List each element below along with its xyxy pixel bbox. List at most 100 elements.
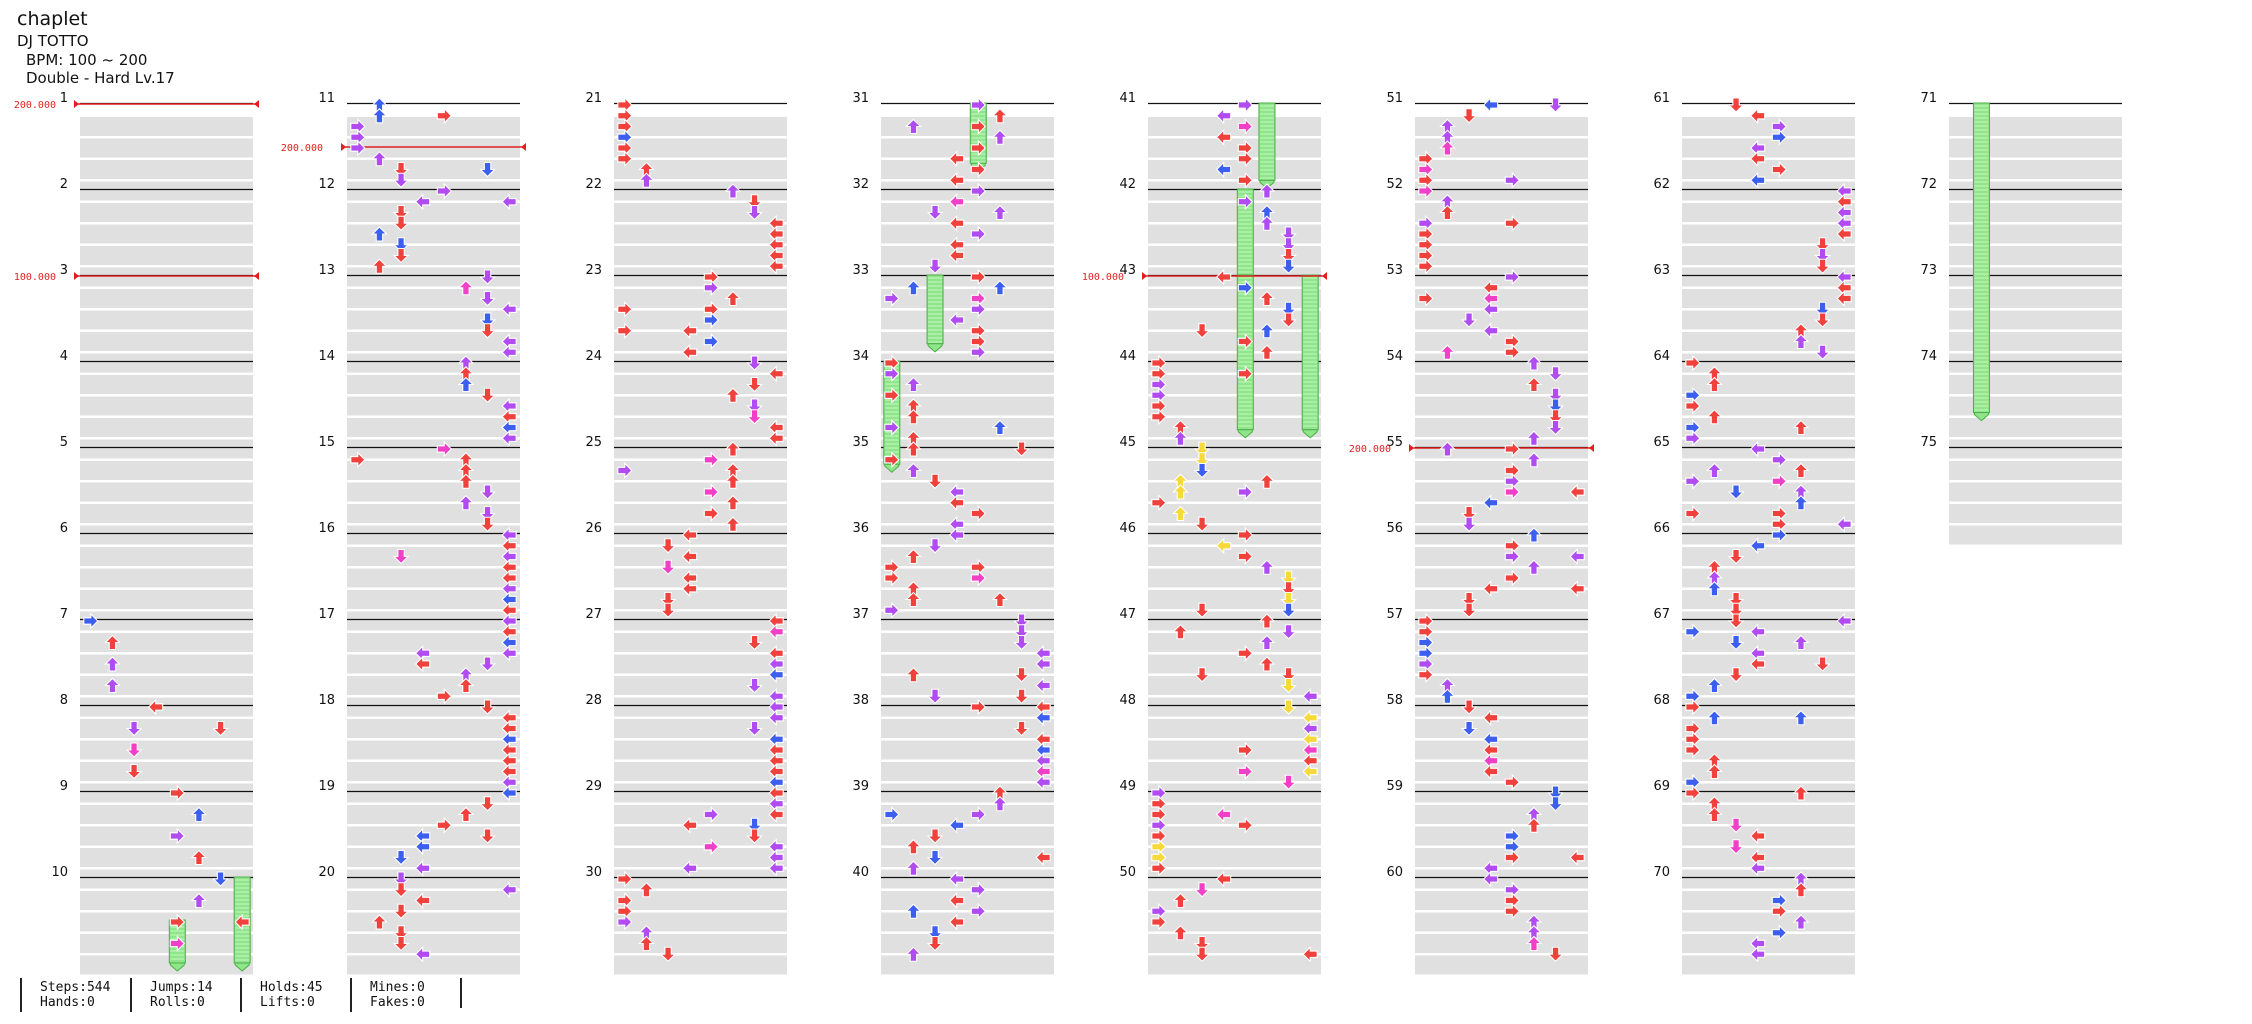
- measure-stripe: [614, 891, 787, 910]
- measure-stripe: [80, 869, 253, 889]
- measure-stripe: [614, 826, 787, 846]
- measure-stripe: [881, 633, 1054, 652]
- measure-stripe: [1682, 955, 1855, 975]
- measure-stripe: [1148, 568, 1321, 588]
- measure-stripe: [1949, 310, 2122, 330]
- stat-group-mines: Mines:0 Fakes:0: [350, 978, 460, 1012]
- measure-stripe: [1682, 246, 1855, 265]
- measure-stripe: [347, 482, 520, 502]
- measure-stripe: [881, 224, 1054, 244]
- measure-stripe: [1682, 676, 1855, 695]
- measure-number: 20: [318, 865, 335, 880]
- difficulty-label: Double - Hard Lv.17: [26, 69, 175, 88]
- measure-stripe: [614, 912, 787, 932]
- measure-number: 7: [60, 607, 68, 622]
- measure-stripe: [80, 353, 253, 373]
- measure-stripe: [881, 461, 1054, 480]
- measure-stripe: [1415, 375, 1588, 394]
- measure-stripe: [347, 310, 520, 330]
- measure-stripe: [1949, 181, 2122, 201]
- measure-stripe: [1415, 117, 1588, 136]
- measure-stripe: [1682, 310, 1855, 330]
- measure-stripe: [1682, 547, 1855, 566]
- rolls-count: Rolls:0: [150, 995, 205, 1010]
- bpm-change-label: 100.000: [14, 272, 56, 283]
- measure-stripe: [881, 117, 1054, 136]
- measure-stripe: [1148, 762, 1321, 781]
- measure-stripe: [614, 375, 787, 394]
- measure-number: 58: [1386, 693, 1403, 708]
- measure-stripe: [80, 719, 253, 738]
- measure-stripe: [1949, 418, 2122, 437]
- measure-stripe: [614, 267, 787, 287]
- measure-stripe: [881, 439, 1054, 459]
- measure-stripe: [1148, 547, 1321, 566]
- measure-stripe: [1949, 267, 2122, 287]
- bpm-change-label: 100.000: [1082, 272, 1124, 283]
- measure-stripe: [881, 160, 1054, 179]
- measure-stripe: [1148, 697, 1321, 717]
- measure-stripe: [80, 310, 253, 330]
- measure-stripe: [347, 418, 520, 437]
- measure-stripe: [1148, 676, 1321, 695]
- bpm-marker-left: [341, 143, 346, 151]
- measure-stripe: [1949, 332, 2122, 351]
- measure-number: 65: [1653, 435, 1670, 450]
- measure-stripe: [1148, 117, 1321, 136]
- measure-stripe: [80, 762, 253, 781]
- measure-stripe: [881, 547, 1054, 566]
- stats-divider: [460, 978, 462, 1008]
- measure-stripe: [347, 246, 520, 265]
- measure-stripe: [1949, 353, 2122, 373]
- measure-stripe: [1148, 289, 1321, 308]
- measure-stripe: [347, 633, 520, 652]
- measure-number: 75: [1920, 435, 1937, 450]
- measure-stripe: [347, 590, 520, 609]
- measure-stripe: [1682, 504, 1855, 523]
- measure-stripe: [1148, 611, 1321, 631]
- measure-stripe: [614, 848, 787, 867]
- measure-stripe: [1148, 590, 1321, 609]
- measure-stripe: [881, 805, 1054, 824]
- measure-number: 4: [60, 349, 68, 364]
- measure-stripe: [347, 955, 520, 975]
- steps-count: Steps:544: [40, 980, 111, 995]
- measure-stripe: [347, 805, 520, 824]
- measure-stripe: [1415, 418, 1588, 437]
- measure-stripe: [347, 676, 520, 695]
- step-arrow: [1728, 97, 1744, 113]
- measure-stripe: [347, 783, 520, 803]
- measure-stripe: [614, 805, 787, 824]
- measure-stripe: [1949, 289, 2122, 308]
- bpm-marker-right: [254, 100, 259, 108]
- measure-stripe: [1415, 547, 1588, 566]
- measure-stripe: [347, 654, 520, 674]
- measure-stripe: [1949, 203, 2122, 222]
- measure-stripe: [1415, 783, 1588, 803]
- measure-stripe: [80, 160, 253, 179]
- measure-stripe: [1682, 332, 1855, 351]
- measure-stripe: [1682, 590, 1855, 609]
- measure-stripe: [1949, 396, 2122, 416]
- measure-stripe: [1415, 611, 1588, 631]
- measure-stripe: [614, 676, 787, 695]
- measure-stripe: [1148, 267, 1321, 287]
- holds-count: Holds:45: [260, 980, 323, 995]
- measure-number: 49: [1119, 779, 1136, 794]
- measure-stripe: [80, 611, 253, 631]
- measure-stripe: [614, 224, 787, 244]
- measure-number: 51: [1386, 91, 1403, 106]
- measure-stripe: [1682, 654, 1855, 674]
- measure-stripe: [881, 310, 1054, 330]
- measure-stripe: [347, 525, 520, 545]
- measure-number: 54: [1386, 349, 1403, 364]
- measure-stripe: [1415, 482, 1588, 502]
- measure-number: 19: [318, 779, 335, 794]
- measure-stripe: [881, 353, 1054, 373]
- measure-number: 24: [585, 349, 602, 364]
- measure-number: 2: [60, 177, 68, 192]
- measure-stripe: [1415, 676, 1588, 695]
- measure-number: 61: [1653, 91, 1670, 106]
- measure-number: 14: [318, 349, 335, 364]
- measure-stripe: [614, 461, 787, 480]
